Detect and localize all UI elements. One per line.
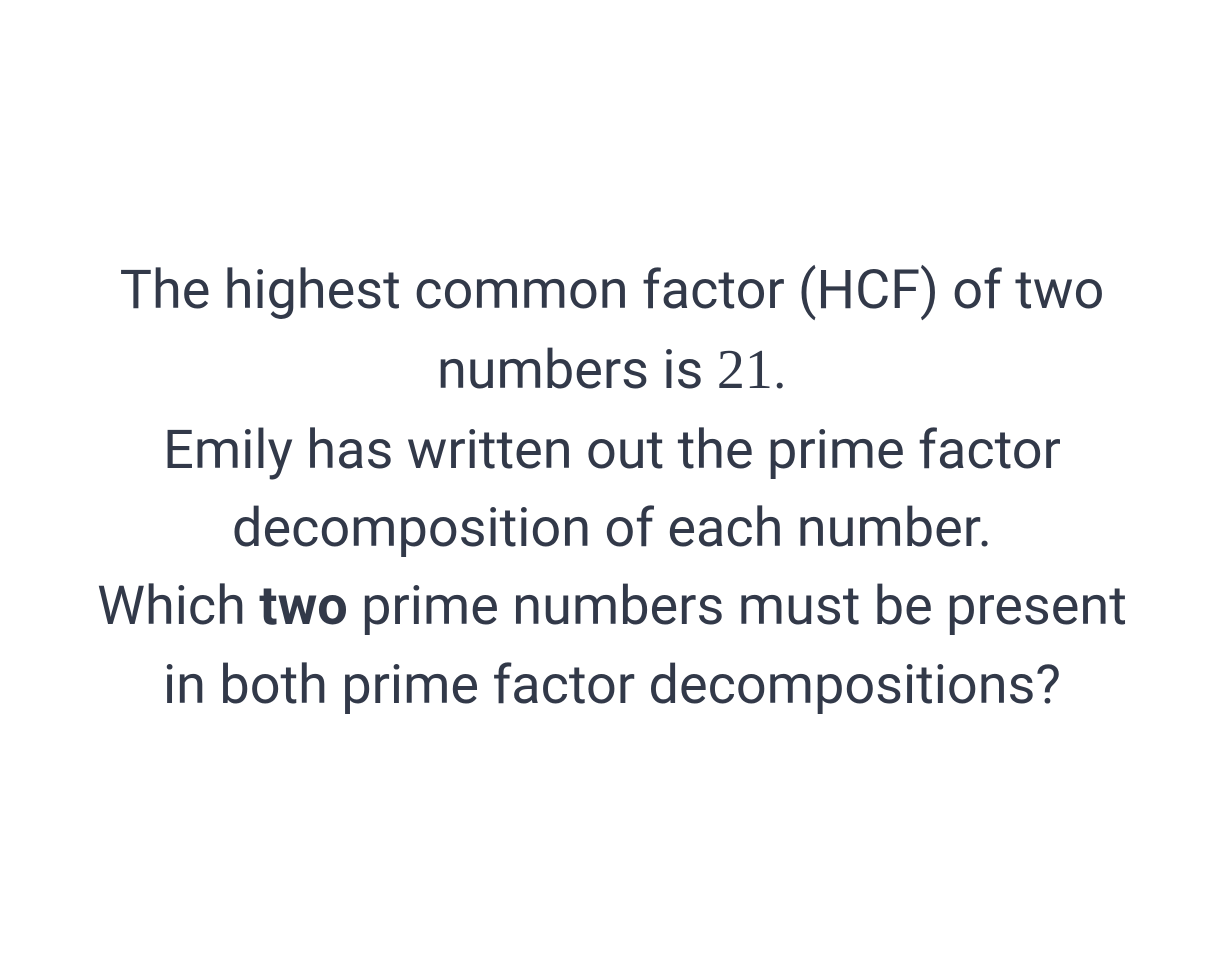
question-line-2: Emily has written out the prime factor d… (92, 412, 1132, 569)
question-part3-bold: two (259, 575, 347, 638)
question-part3-before: Which (97, 575, 259, 638)
question-part1-before: The highest common factor (HCF) of two n… (120, 259, 1105, 402)
question-part1-after: . (773, 339, 787, 402)
question-hcf-value: 21 (717, 339, 773, 401)
question-line-1: The highest common factor (HCF) of two n… (92, 252, 1132, 411)
question-line-3: Which two prime numbers must be present … (92, 568, 1132, 725)
question-container: The highest common factor (HCF) of two n… (42, 212, 1182, 765)
